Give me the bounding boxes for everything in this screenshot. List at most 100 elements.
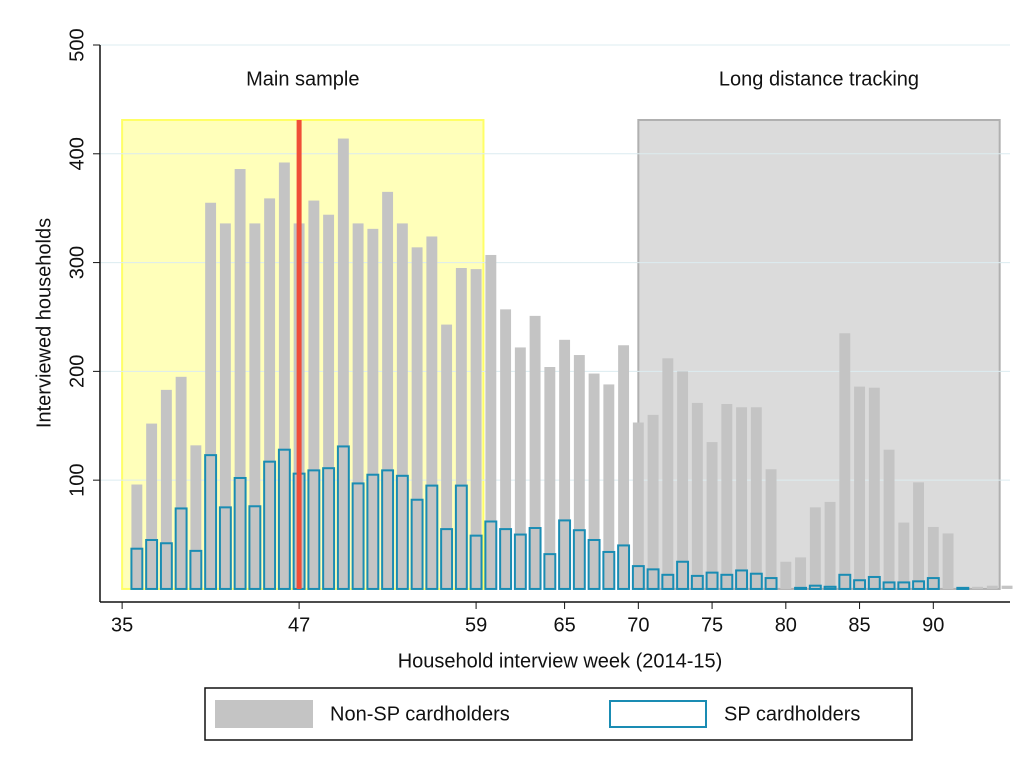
bar: [898, 522, 910, 589]
region-label: Main sample: [246, 68, 359, 90]
bar: [189, 549, 203, 590]
y-tick-label: 200: [66, 355, 88, 388]
bar: [956, 586, 970, 590]
bar: [322, 467, 336, 590]
bar: [882, 581, 896, 590]
bar: [780, 561, 792, 589]
bar: [264, 198, 276, 589]
bar: [705, 571, 719, 590]
bar: [897, 581, 911, 590]
bar: [263, 460, 277, 590]
bar: [602, 550, 616, 590]
bar: [677, 371, 689, 589]
bar: [926, 577, 940, 590]
bar: [175, 376, 187, 589]
legend-label: Non-SP cardholders: [330, 703, 510, 725]
bar: [218, 506, 232, 590]
bar: [455, 268, 467, 589]
bar: [351, 482, 365, 590]
bar: [853, 579, 867, 590]
bar: [367, 228, 379, 589]
bar: [749, 572, 763, 590]
bar: [706, 442, 718, 589]
legend-label: SP cardholders: [724, 703, 860, 725]
bar: [544, 367, 556, 589]
bar: [352, 223, 364, 589]
bar: [720, 573, 734, 590]
bar: [972, 586, 984, 589]
bar: [411, 247, 423, 589]
bar: [647, 414, 659, 589]
bar: [248, 505, 262, 590]
bar: [631, 565, 645, 590]
bar: [205, 202, 217, 589]
bar: [883, 449, 895, 589]
bar: [395, 474, 409, 590]
bar: [1001, 585, 1013, 589]
bar: [500, 309, 512, 589]
legend-box: [204, 687, 913, 741]
bar: [824, 501, 836, 589]
bar: [381, 469, 395, 590]
bar: [603, 384, 615, 589]
bar: [337, 138, 349, 589]
bar: [145, 538, 159, 590]
x-axis-label: Household interview week (2014-15): [398, 650, 723, 672]
bar: [441, 324, 453, 589]
bar: [794, 586, 808, 590]
bar: [277, 448, 291, 590]
bar: [572, 529, 586, 590]
bar: [234, 169, 246, 589]
bar: [838, 573, 852, 590]
bar: [323, 214, 335, 589]
y-tick-label: 100: [66, 463, 88, 496]
bar: [795, 557, 807, 589]
bar: [528, 527, 542, 590]
bar: [410, 498, 424, 590]
x-tick-label: 80: [775, 614, 797, 636]
y-tick-label: 400: [66, 137, 88, 170]
bar: [204, 454, 218, 590]
bar: [426, 236, 438, 589]
bar: [764, 577, 778, 590]
bar: [529, 315, 541, 589]
bar: [190, 445, 202, 589]
x-tick-label: 59: [465, 614, 487, 636]
bar: [159, 542, 173, 590]
bar: [662, 358, 674, 589]
bar: [808, 584, 822, 590]
x-tick-label: 90: [922, 614, 944, 636]
x-tick-label: 65: [553, 614, 575, 636]
bar: [912, 580, 926, 590]
bar: [617, 544, 631, 590]
legend-swatch: [215, 700, 313, 728]
bar: [484, 520, 498, 590]
bar: [249, 223, 261, 589]
bar: [750, 407, 762, 589]
x-tick-label: 70: [627, 614, 649, 636]
bar: [927, 526, 939, 589]
bar: [913, 482, 925, 589]
bar: [160, 389, 172, 589]
legend-swatch: [609, 700, 707, 728]
bar: [513, 533, 527, 590]
bar: [986, 585, 998, 589]
bar: [573, 355, 585, 589]
bar: [382, 191, 394, 589]
bar: [454, 484, 468, 590]
y-tick-label: 500: [66, 28, 88, 61]
bar: [588, 373, 600, 589]
bar: [499, 528, 513, 590]
bar: [131, 484, 143, 589]
bar: [219, 223, 231, 589]
bar: [691, 402, 703, 589]
bar: [278, 162, 290, 589]
bar: [854, 386, 866, 589]
bar: [485, 254, 497, 589]
region-label: Long distance tracking: [719, 68, 919, 90]
bar: [765, 469, 777, 589]
bar: [514, 347, 526, 589]
bar: [366, 473, 380, 590]
bar: [867, 575, 881, 590]
bar: [587, 538, 601, 590]
